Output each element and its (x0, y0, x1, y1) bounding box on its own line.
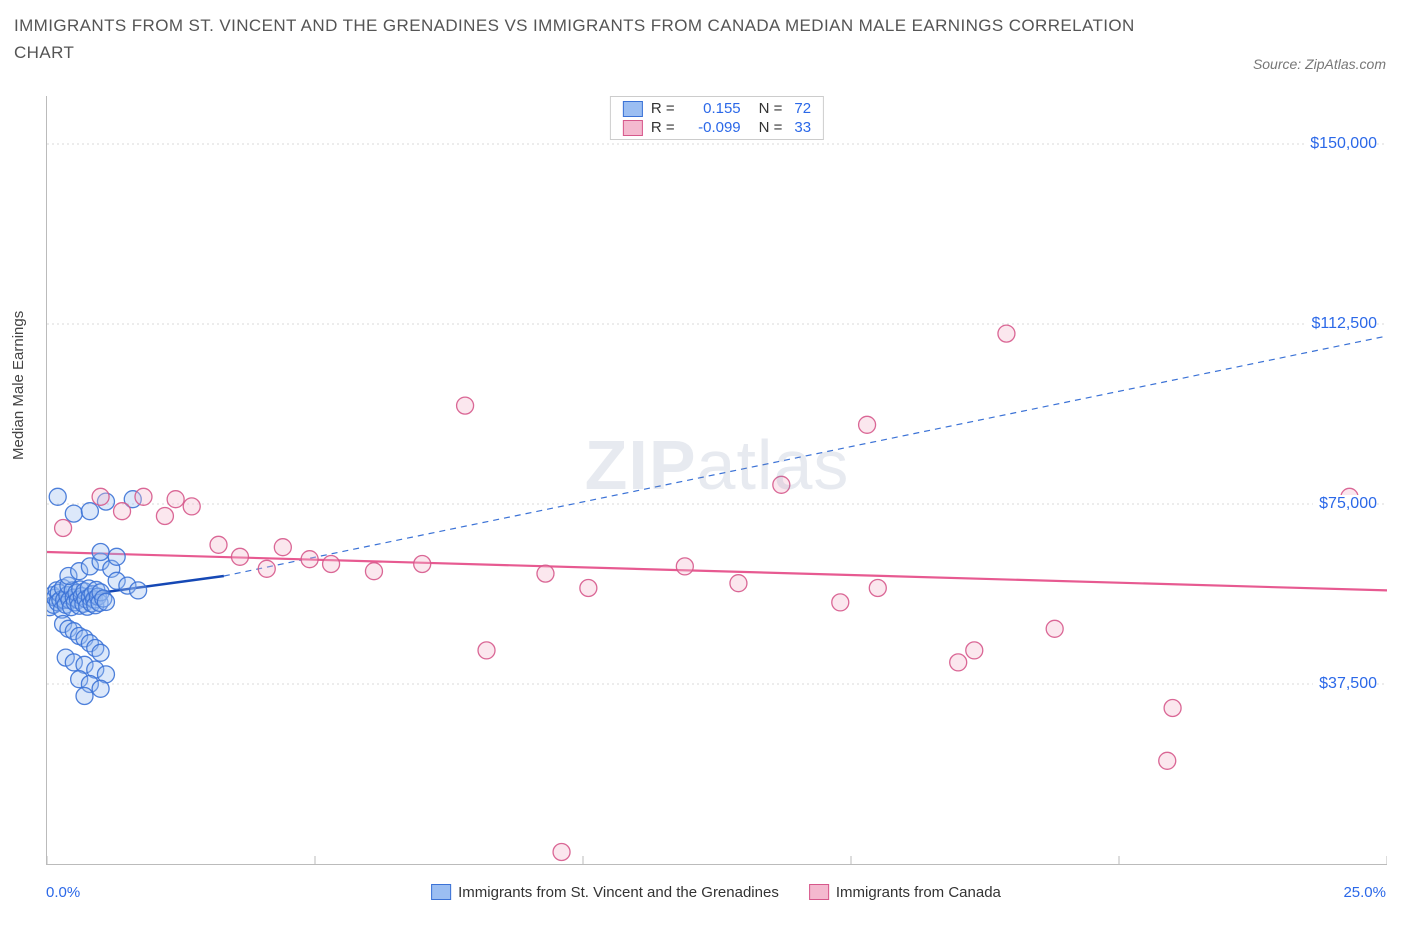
legend-swatch-series2 (809, 884, 829, 900)
legend-item-series2: Immigrants from Canada (809, 884, 1001, 901)
chart-title: IMMIGRANTS FROM ST. VINCENT AND THE GREN… (14, 12, 1164, 66)
x-axis-min: 0.0% (46, 884, 80, 901)
x-axis-footer: 0.0% Immigrants from St. Vincent and the… (46, 872, 1386, 912)
source-label: Source: ZipAtlas.com (1253, 56, 1386, 72)
y-axis-label: Median Male Earnings (10, 311, 27, 460)
swatch-series2 (623, 120, 643, 136)
series-legend: Immigrants from St. Vincent and the Gren… (431, 884, 1001, 901)
stat-row-series1: R = 0.155 N = 72 (611, 99, 823, 118)
stat-row-series2: R = -0.099 N = 33 (611, 118, 823, 137)
correlation-stats-box: R = 0.155 N = 72 R = -0.099 N = 33 (610, 96, 824, 140)
chart-container: IMMIGRANTS FROM ST. VINCENT AND THE GREN… (0, 0, 1406, 930)
swatch-series1 (623, 101, 643, 117)
y-tick-label: $150,000 (1304, 135, 1377, 153)
legend-item-series1: Immigrants from St. Vincent and the Gren… (431, 884, 779, 901)
x-axis-max: 25.0% (1343, 884, 1386, 901)
y-tick-label: $112,500 (1305, 315, 1377, 333)
scatter-plot-svg (47, 96, 1387, 864)
plot-area: ZIPatlas R = 0.155 N = 72 R = -0.099 N =… (46, 96, 1387, 865)
y-tick-label: $75,000 (1313, 495, 1377, 513)
legend-swatch-series1 (431, 884, 451, 900)
y-tick-label: $37,500 (1313, 675, 1377, 693)
